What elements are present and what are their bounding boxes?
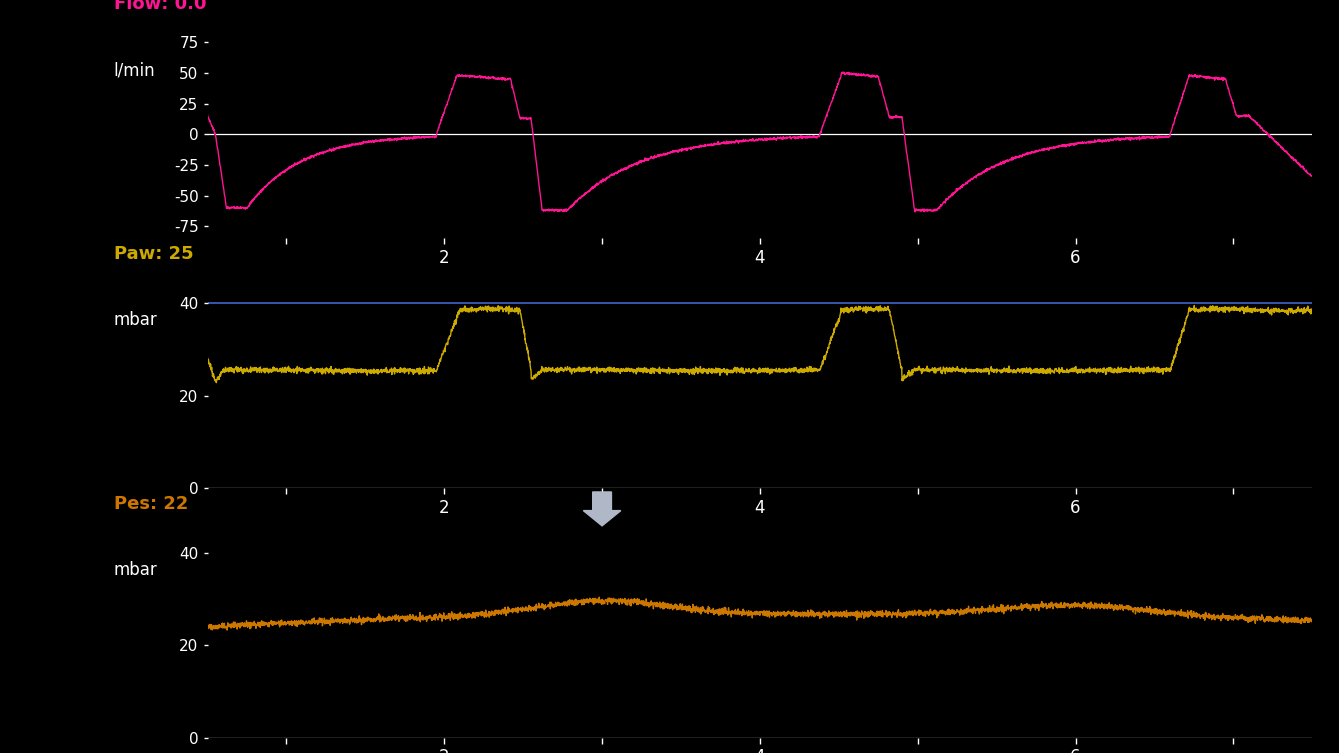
Text: Flow: 0.0: Flow: 0.0 (114, 0, 206, 14)
Text: l/min: l/min (114, 62, 155, 79)
Text: Pes: 22: Pes: 22 (114, 495, 187, 513)
Text: Paw: 25: Paw: 25 (114, 245, 193, 264)
Text: mbar: mbar (114, 311, 158, 329)
Text: mbar: mbar (114, 561, 158, 579)
